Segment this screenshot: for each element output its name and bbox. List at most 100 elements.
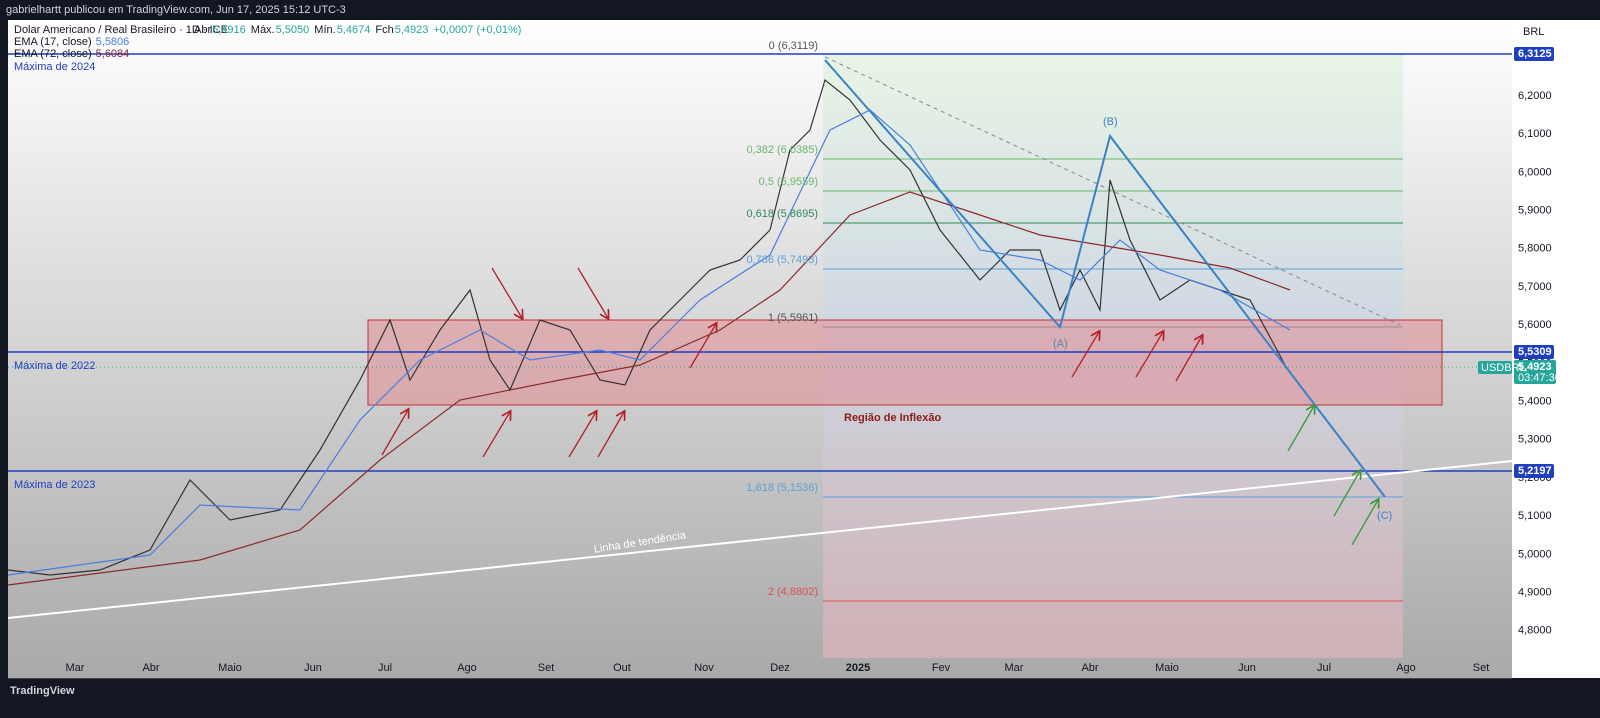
price-label: 4,8000 [1518, 625, 1552, 637]
ohlc-value: 5,4916 [212, 24, 246, 36]
arrow [597, 412, 624, 458]
wave-label: (A) [1053, 338, 1068, 350]
arrow [1333, 471, 1360, 517]
arrow [1175, 336, 1202, 382]
indicator-value: 5,6084 [96, 48, 130, 60]
ema-72 [7, 191, 1291, 586]
price-label: 5,7000 [1518, 281, 1552, 293]
price-label: 5,0000 [1518, 548, 1552, 560]
time-label: Maio [218, 662, 242, 674]
region-label: Região de Inflexão [844, 412, 941, 424]
price-badge-text: 5,5309 [1518, 346, 1552, 358]
currency: BRL [1523, 26, 1544, 38]
arrow [1071, 332, 1099, 378]
price-path [7, 78, 1286, 576]
fib-label: 0 (6,3119) [769, 40, 818, 52]
time-label: 2025 [846, 662, 870, 674]
arrow [1351, 500, 1378, 546]
time-label: Set [1473, 662, 1490, 674]
price-label: 5,4000 [1518, 396, 1552, 408]
time-label: Ago [1396, 662, 1416, 674]
indicator-name: EMA (17, close) [14, 36, 92, 48]
time-label: Jun [1238, 662, 1256, 674]
author: gabrielhartt publicou em TradingView.com… [6, 4, 346, 16]
time-label: Ago [457, 662, 477, 674]
ema-17 [7, 109, 1291, 576]
time-label: Abr [142, 662, 159, 674]
fib-label: 0,382 (6,0385) [746, 144, 818, 156]
wave-path [824, 59, 1386, 498]
arrow [1135, 332, 1163, 378]
price-badge [1514, 464, 1554, 478]
symbol: Dolar Americano / Real Brasileiro · 1D ·… [14, 24, 228, 36]
ohlc-label: Fch [375, 24, 393, 36]
dashed-trend [824, 56, 1401, 326]
price-badge [1514, 345, 1554, 359]
time-label: Mar [1005, 662, 1024, 674]
countdown: 03:47:36 [1518, 372, 1561, 384]
green-arrows [1287, 406, 1378, 546]
inflection-box [367, 319, 1443, 406]
trend-line [7, 460, 1513, 619]
symbol-badge [1478, 361, 1512, 374]
arrow [568, 412, 596, 458]
time-label: Fev [932, 662, 951, 674]
time-axis-border [8, 678, 1512, 679]
fib-zone [823, 54, 1403, 658]
fib-label: 1,618 (5,1536) [746, 482, 818, 494]
arrow [482, 412, 510, 458]
price-label: 6,0000 [1518, 166, 1552, 178]
price-label: 4,9000 [1518, 587, 1552, 599]
fib-label: 1 (5,5961) [768, 312, 818, 324]
indicator-name: EMA (72, close) [14, 48, 92, 60]
wave-label: (B) [1103, 116, 1118, 128]
time-label: Abr [1081, 662, 1098, 674]
time-label: Set [538, 662, 555, 674]
price-label: 5,1000 [1518, 510, 1552, 522]
time-label: Jun [304, 662, 322, 674]
time-label: Nov [694, 662, 714, 674]
time-label: Dez [770, 662, 790, 674]
indicator-value: 5,5806 [96, 36, 130, 48]
ohlc-value: 5,4923 [395, 24, 429, 36]
last-price: 5,4923 [1518, 361, 1552, 373]
wave-label: (C) [1377, 510, 1392, 522]
price-badge-text: 6,3125 [1518, 48, 1552, 60]
time-label: Mar [66, 662, 85, 674]
price-label: 6,1000 [1518, 128, 1552, 140]
ohlc-label: Mín. [314, 24, 335, 36]
arrow [381, 410, 408, 456]
time-label: Jul [378, 662, 392, 674]
price-badge [1514, 47, 1554, 61]
price-label: 6,2000 [1518, 90, 1552, 102]
fib-label: 0,5 (5,9559) [759, 176, 818, 188]
fib-label: 0,618 (5,8695) [746, 208, 818, 220]
price-label: 5,3000 [1518, 434, 1552, 446]
change: +0,0007 (+0,01%) [433, 24, 521, 36]
ohlc-label: Abr [194, 24, 211, 36]
last-badge [1514, 360, 1556, 384]
level-label: Máxima de 2023 [14, 479, 95, 491]
ohlc-value: 5,5050 [276, 24, 310, 36]
level-label: Máxima de 2024 [14, 61, 95, 73]
price-label: 5,8000 [1518, 243, 1552, 255]
symbol-badge-text: USDBRL [1481, 362, 1526, 374]
footer-logo: TradingView [10, 685, 75, 697]
time-label: Maio [1155, 662, 1179, 674]
red-arrows [381, 267, 1202, 458]
time-label: Jul [1317, 662, 1331, 674]
ohlc-label: Máx. [251, 24, 275, 36]
time-label: Out [613, 662, 631, 674]
price-label: 5,9000 [1518, 205, 1552, 217]
price-label: 5,6000 [1518, 319, 1552, 331]
price-badge-text: 5,2197 [1518, 465, 1552, 477]
fib-label: 0,786 (5,7493) [746, 254, 818, 266]
level-label: Máxima de 2022 [14, 360, 95, 372]
ohlc-value: 5,4674 [337, 24, 371, 36]
fib-label: 2 (4,8802) [768, 586, 818, 598]
arrow [689, 324, 716, 369]
arrow [577, 267, 608, 318]
arrow [491, 267, 522, 318]
